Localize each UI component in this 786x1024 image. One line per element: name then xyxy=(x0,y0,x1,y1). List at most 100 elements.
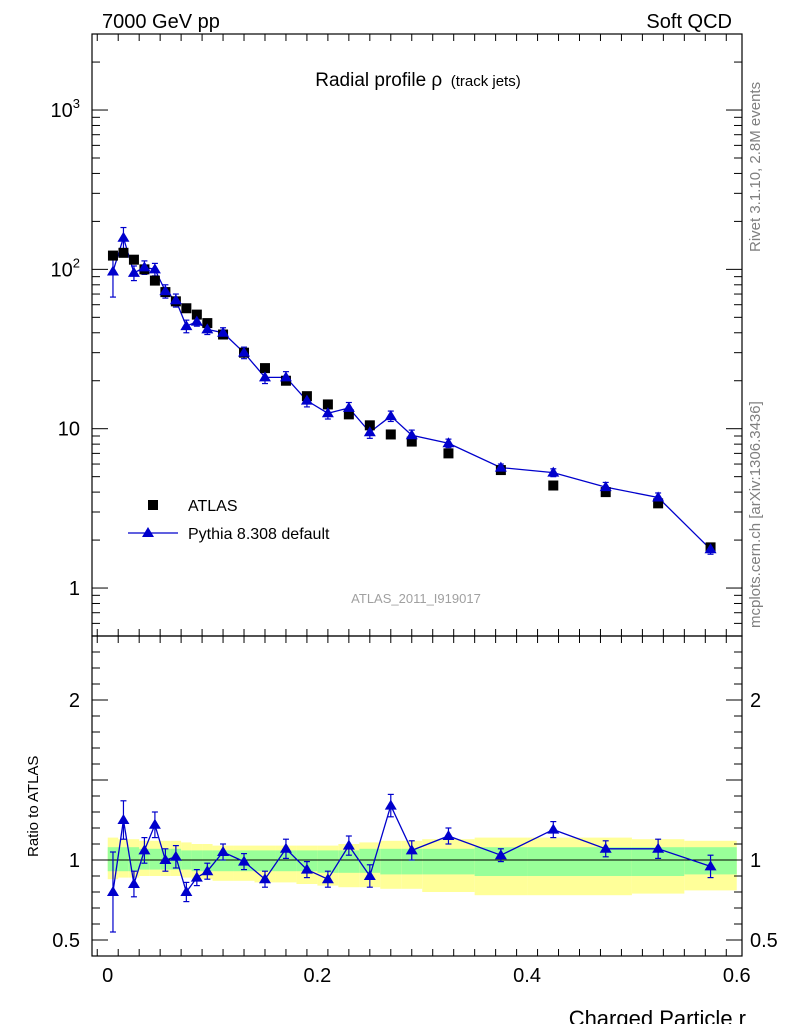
ratio-data-point xyxy=(652,842,665,853)
atlas-data-point xyxy=(181,303,192,314)
ratio-data-point xyxy=(599,842,612,853)
atlas-data-point xyxy=(548,480,559,491)
ratio-data-point xyxy=(238,855,251,866)
mc-data-point xyxy=(405,429,418,440)
ratio-data-point xyxy=(148,818,161,829)
ratio-data-point xyxy=(547,823,560,834)
ratio-data-point xyxy=(217,846,230,856)
x-tick-label: 0.6 xyxy=(723,965,751,987)
x-tick-label: 0.2 xyxy=(303,965,331,987)
ratio-y-tick-label: 2 xyxy=(69,690,80,712)
atlas-data-point xyxy=(600,487,611,498)
ratio-y-axis-label: Ratio to ATLAS xyxy=(25,756,42,857)
legend-mc-label: Pythia 8.308 default xyxy=(188,526,330,543)
y-tick-label-base: 10 xyxy=(51,259,73,281)
mc-data-point xyxy=(180,320,193,331)
ratio-band-inner xyxy=(149,848,161,870)
ratio-data-point xyxy=(405,844,418,855)
ratio-data-point xyxy=(279,842,292,853)
ratio-band-inner xyxy=(527,847,580,876)
ratio-data-point xyxy=(106,886,119,896)
ratio-data-point xyxy=(342,839,355,850)
x-axis-label: Charged Particle r xyxy=(569,1006,746,1024)
main-panel-series xyxy=(106,226,717,555)
y-tick-label: 10 xyxy=(58,419,80,441)
header-right: Soft QCD xyxy=(646,11,732,33)
ratio-panel-series xyxy=(106,793,717,933)
ratio-y-tick-label-right: 1 xyxy=(750,850,761,872)
ratio-band-inner xyxy=(359,848,381,873)
analysis-watermark: ATLAS_2011_I919017 xyxy=(351,591,481,606)
mc-data-point xyxy=(138,261,151,272)
x-tick-label: 0 xyxy=(102,965,113,987)
atlas-data-point xyxy=(128,254,139,265)
mc-data-point xyxy=(127,266,140,277)
ratio-data-point xyxy=(494,849,507,860)
ratio-data-point xyxy=(321,873,334,884)
mc-data-point xyxy=(652,491,665,502)
ratio-band-inner xyxy=(128,847,140,872)
ratio-band-inner xyxy=(401,848,423,875)
mc-data-point xyxy=(547,466,560,477)
ratio-band-inner xyxy=(202,850,213,872)
ratio-mc-line xyxy=(112,803,711,894)
ratio-data-point xyxy=(159,854,172,864)
y-tick-label-base: 10 xyxy=(51,100,73,122)
main-title: Radial profile ρ (track jets) xyxy=(315,70,520,91)
legend: ATLAS Pythia 8.308 default xyxy=(128,498,330,543)
ratio-y-tick-label-right: 0.5 xyxy=(750,930,778,952)
mc-data-point xyxy=(217,326,230,337)
ratio-band-inner xyxy=(317,850,339,873)
y-tick-label-base: 10 xyxy=(58,419,80,441)
mc-data-point xyxy=(148,263,161,274)
atlas-data-point xyxy=(406,436,417,447)
atlas-data-point xyxy=(343,409,354,420)
mc-data-point xyxy=(169,294,182,305)
atlas-data-point xyxy=(385,429,396,440)
mc-data-point xyxy=(258,371,271,382)
ratio-band-inner xyxy=(254,850,276,872)
ratio-y-tick-label: 1 xyxy=(69,850,80,872)
x-tick-label: 0.4 xyxy=(513,965,541,987)
main-panel-frame xyxy=(91,33,743,637)
y-tick-label: 1 xyxy=(69,578,80,600)
atlas-data-point xyxy=(364,420,375,431)
y-tick-label: 102 xyxy=(51,255,80,281)
ratio-band-inner xyxy=(422,848,475,875)
mc-data-point xyxy=(384,410,397,421)
mc-data-point xyxy=(494,461,507,472)
ratio-band-inner xyxy=(338,850,360,873)
y-tick-label: 103 xyxy=(51,96,80,122)
mc-data-point xyxy=(190,315,203,326)
ratio-data-point xyxy=(169,850,182,861)
ratio-data-point xyxy=(300,863,313,874)
ratio-data-point xyxy=(363,870,376,880)
ratio-data-point xyxy=(258,873,271,884)
atlas-data-point xyxy=(191,309,202,320)
mc-data-point xyxy=(599,481,612,492)
rivet-label: Rivet 3.1.10, 2.8M events xyxy=(747,82,764,252)
legend-atlas-label: ATLAS xyxy=(188,498,238,515)
mc-data-point xyxy=(279,371,292,382)
ratio-data-point xyxy=(138,844,151,855)
mc-data-point xyxy=(342,401,355,412)
legend-atlas-marker xyxy=(148,500,158,510)
ratio-panel-frame xyxy=(91,635,743,957)
atlas-data-point xyxy=(118,247,129,258)
mc-data-point xyxy=(442,437,455,448)
y-tick-label-base: 1 xyxy=(69,578,80,600)
ratio-data-point xyxy=(180,886,193,896)
atlas-data-point xyxy=(149,275,160,286)
atlas-data-point xyxy=(259,363,270,374)
ratio-data-point xyxy=(117,814,130,824)
atlas-data-point xyxy=(202,318,213,329)
ratio-data-point xyxy=(704,860,717,871)
mc-data-point xyxy=(300,394,313,405)
mc-data-point xyxy=(704,543,717,554)
ratio-band-inner xyxy=(380,848,402,875)
mc-data-point xyxy=(238,346,251,357)
y-tick-label-exponent: 2 xyxy=(73,255,80,270)
ratio-data-point xyxy=(384,799,397,810)
